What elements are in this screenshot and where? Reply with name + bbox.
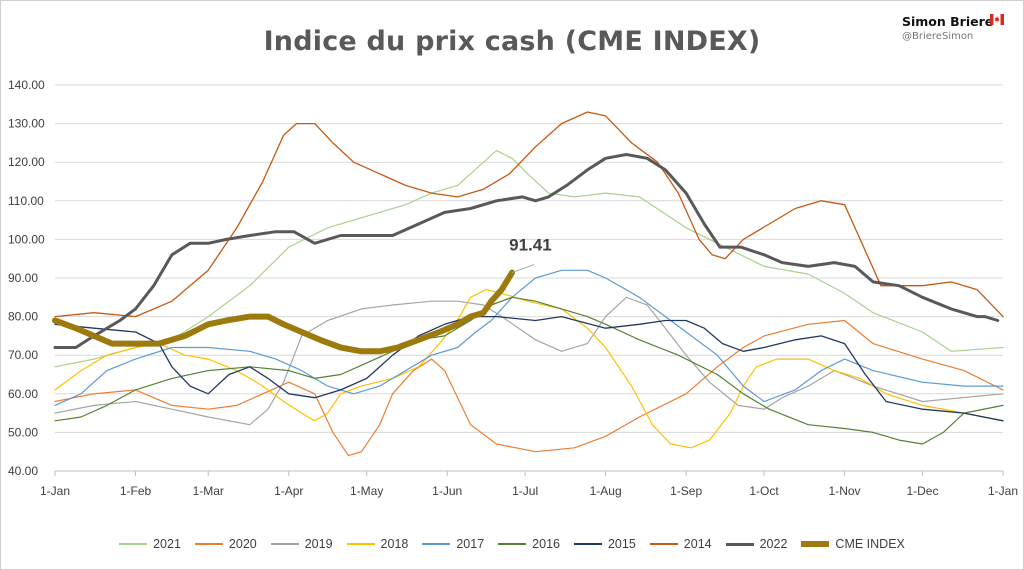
- legend-label: CME INDEX: [835, 537, 905, 551]
- legend-label: 2016: [532, 537, 560, 551]
- x-tick-label: 1-Jul: [512, 484, 538, 498]
- legend-label: 2020: [228, 537, 257, 551]
- legend-label: 2015: [607, 537, 636, 551]
- y-tick-label: 120.00: [8, 155, 45, 169]
- series-line-2021: [54, 150, 1004, 368]
- legend-swatch: [649, 543, 678, 545]
- y-axis: 40.00 50.00 60.00 70.00 80.00 90.00 100.00 110.…: [8, 78, 45, 478]
- y-tick-label: 140.00: [8, 78, 45, 92]
- legend-swatch: [270, 543, 299, 545]
- x-tick-label: 1-Jan: [988, 484, 1018, 498]
- legend-label: 2014: [683, 537, 712, 551]
- series-line-2017: [54, 269, 1004, 406]
- legend-item: 2021: [119, 537, 181, 551]
- legend-item: 2018: [346, 537, 409, 551]
- legend-label: 2021: [153, 537, 181, 551]
- legend-label: 2017: [456, 537, 485, 551]
- legend-label: 2018: [380, 537, 409, 551]
- legend-item: CME INDEX: [801, 537, 905, 551]
- series-line-2016: [54, 296, 1004, 445]
- legend-swatch: [119, 543, 148, 545]
- annotations: 91.41: [509, 236, 552, 274]
- legend-item: 2017: [422, 537, 484, 551]
- legend-swatch: [725, 542, 754, 546]
- chart-title: Indice du prix cash (CME INDEX): [263, 26, 761, 57]
- legend-item: 2016: [498, 537, 560, 551]
- x-tick-label: 1-May: [350, 484, 383, 498]
- legend-swatch: [346, 543, 375, 545]
- legend: 2021 2020 2019 2018 2017 2016 2015 2014 2022 CME …: [0, 537, 1024, 551]
- author-handle: @BriereSimon: [902, 31, 974, 42]
- legend-item: 2015: [573, 537, 636, 551]
- series-line-2014: [54, 111, 1004, 318]
- canada-flag-icon: [990, 14, 1004, 25]
- x-tick-label: 1-Jan: [40, 484, 70, 498]
- y-tick-label: 40.00: [8, 464, 38, 478]
- legend-swatch: [573, 543, 602, 545]
- x-tick-label: 1-Feb: [120, 484, 152, 498]
- y-tick-label: 110.00: [8, 194, 44, 208]
- series-line-2022: [53, 153, 1000, 349]
- y-tick-label: 130.00: [8, 117, 45, 131]
- series-line-2020: [54, 319, 1004, 457]
- legend-item: 2019: [270, 537, 333, 551]
- y-tick-label: 70.00: [8, 348, 38, 362]
- y-tick-label: 90.00: [8, 271, 38, 285]
- legend-label: 2022: [759, 537, 788, 551]
- x-tick-label: 1-Apr: [274, 484, 303, 498]
- series-line-2019: [54, 296, 1004, 426]
- y-tick-label: 80.00: [8, 310, 38, 324]
- x-tick-label: 1-Oct: [749, 484, 779, 498]
- x-tick-label: 1-Jun: [432, 484, 462, 498]
- x-tick-label: 1-Sep: [670, 484, 702, 498]
- legend-swatch: [801, 541, 830, 547]
- legend-swatch: [498, 543, 527, 545]
- x-axis: 1-Jan 1-Feb 1-Mar 1-Apr 1-May 1-Jun 1-Jul 1-Aug…: [40, 470, 1018, 498]
- legend-swatch: [422, 543, 451, 545]
- legend-item: 2014: [649, 537, 712, 551]
- y-tick-label: 100.00: [8, 232, 45, 246]
- series-lines: [52, 111, 1004, 457]
- x-tick-label: 1-Mar: [193, 484, 224, 498]
- series-line-cme-index: [52, 269, 516, 355]
- legend-swatch: [194, 543, 223, 545]
- legend-item: 2022: [725, 537, 788, 551]
- x-tick-label: 1-Aug: [590, 484, 622, 498]
- x-tick-label: 1-Dec: [906, 484, 938, 498]
- gridlines: [55, 84, 1003, 472]
- annotation-latest-value: 91.41: [509, 236, 552, 255]
- x-tick-label: 1-Nov: [829, 484, 861, 498]
- y-tick-label: 50.00: [8, 425, 38, 439]
- annotation-leader-line: [511, 264, 535, 274]
- y-tick-label: 60.00: [8, 387, 38, 401]
- series-line-2015: [54, 315, 1004, 422]
- legend-label: 2019: [304, 537, 333, 551]
- author-name: Simon Briere: [902, 14, 994, 29]
- legend-item: 2020: [194, 537, 257, 551]
